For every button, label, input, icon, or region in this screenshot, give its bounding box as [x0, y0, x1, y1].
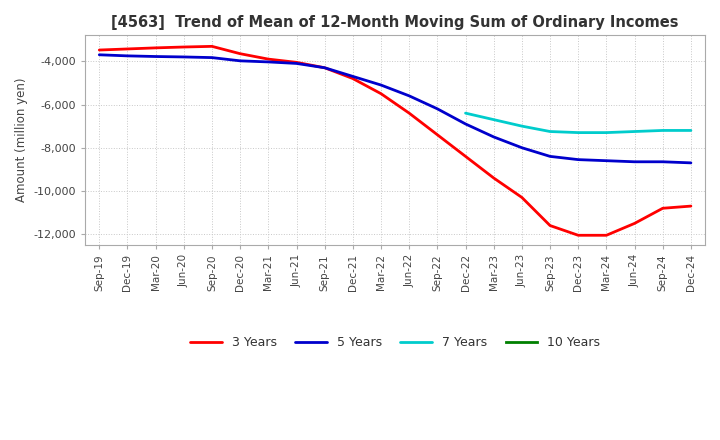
3 Years	[151, 45, 160, 51]
3 Years	[207, 44, 216, 49]
3 Years	[123, 46, 132, 51]
7 Years	[546, 129, 554, 134]
3 Years	[348, 76, 357, 81]
5 Years	[546, 154, 554, 159]
3 Years	[687, 203, 696, 209]
5 Years	[292, 61, 301, 66]
5 Years	[518, 145, 526, 150]
7 Years	[630, 129, 639, 134]
5 Years	[433, 106, 441, 111]
7 Years	[602, 130, 611, 135]
Line: 3 Years: 3 Years	[99, 46, 691, 235]
5 Years	[236, 58, 245, 63]
Y-axis label: Amount (million yen): Amount (million yen)	[15, 78, 28, 202]
3 Years	[546, 223, 554, 228]
3 Years	[490, 176, 498, 181]
7 Years	[518, 124, 526, 129]
7 Years	[490, 117, 498, 122]
Line: 7 Years: 7 Years	[466, 113, 691, 132]
3 Years	[264, 56, 273, 62]
3 Years	[433, 132, 441, 137]
3 Years	[95, 48, 104, 53]
5 Years	[264, 59, 273, 65]
5 Years	[95, 52, 104, 58]
3 Years	[236, 51, 245, 56]
7 Years	[462, 110, 470, 116]
5 Years	[377, 82, 385, 88]
5 Years	[462, 121, 470, 127]
Title: [4563]  Trend of Mean of 12-Month Moving Sum of Ordinary Incomes: [4563] Trend of Mean of 12-Month Moving …	[112, 15, 679, 30]
Legend: 3 Years, 5 Years, 7 Years, 10 Years: 3 Years, 5 Years, 7 Years, 10 Years	[185, 331, 605, 354]
5 Years	[320, 65, 329, 70]
5 Years	[151, 54, 160, 59]
5 Years	[630, 159, 639, 165]
3 Years	[377, 91, 385, 96]
5 Years	[123, 53, 132, 59]
3 Years	[179, 44, 188, 50]
7 Years	[687, 128, 696, 133]
3 Years	[658, 205, 667, 211]
5 Years	[602, 158, 611, 163]
7 Years	[658, 128, 667, 133]
5 Years	[405, 93, 413, 99]
5 Years	[490, 134, 498, 139]
5 Years	[348, 74, 357, 79]
5 Years	[658, 159, 667, 165]
3 Years	[320, 65, 329, 70]
3 Years	[462, 154, 470, 159]
5 Years	[687, 160, 696, 165]
3 Years	[518, 195, 526, 200]
3 Years	[602, 233, 611, 238]
5 Years	[574, 157, 582, 162]
3 Years	[574, 233, 582, 238]
5 Years	[207, 55, 216, 60]
7 Years	[574, 130, 582, 135]
Line: 5 Years: 5 Years	[99, 55, 691, 163]
3 Years	[292, 60, 301, 65]
3 Years	[405, 110, 413, 116]
5 Years	[179, 54, 188, 59]
3 Years	[630, 221, 639, 226]
